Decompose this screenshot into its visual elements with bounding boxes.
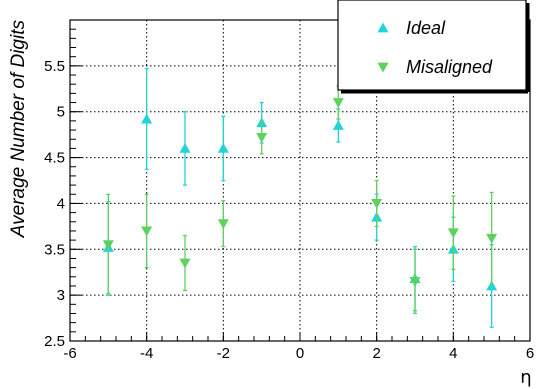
x-tick-label: 0 — [296, 345, 304, 362]
data-point — [256, 132, 268, 143]
legend: Ideal Misaligned — [337, 0, 530, 94]
axis-ticks — [69, 19, 531, 342]
data-point — [179, 258, 191, 269]
data-point — [179, 142, 191, 153]
data-point — [217, 142, 229, 153]
data-point — [141, 113, 153, 124]
tick-labels: -6 -4 -2 0 2 4 6 2.5 3 3.5 4 4.5 5 5.5 — [44, 58, 534, 362]
data-point — [332, 119, 344, 130]
y-tick-label: 2.5 — [44, 333, 65, 350]
series-layer — [102, 67, 498, 328]
x-tick-label: 4 — [449, 345, 457, 362]
x-tick-label: -2 — [217, 345, 230, 362]
y-tick-label: 5.5 — [44, 58, 65, 75]
x-axis-title: η — [520, 367, 531, 388]
x-tick-label: -4 — [140, 345, 153, 362]
y-tick-label: 5 — [57, 104, 65, 121]
data-point — [141, 226, 153, 237]
data-point — [486, 233, 498, 244]
legend-label-ideal: Ideal — [406, 18, 446, 38]
data-point — [371, 199, 383, 209]
y-tick-label: 4 — [57, 195, 65, 212]
y-tick-label: 3.5 — [44, 241, 65, 258]
legend-marker-misaligned — [377, 62, 389, 73]
x-tick-label: 2 — [372, 345, 380, 362]
x-tick-label: -6 — [63, 345, 76, 362]
data-point — [409, 276, 421, 287]
data-point — [332, 98, 344, 109]
x-tick-label: 6 — [526, 345, 534, 362]
y-tick-label: 4.5 — [44, 150, 65, 167]
y-tick-label: 3 — [57, 287, 65, 304]
series-misaligned — [102, 85, 498, 315]
data-point — [102, 240, 114, 251]
legend-box — [337, 0, 527, 91]
y-axis-title: Average Number of Digits — [8, 20, 29, 239]
legend-marker-ideal — [377, 22, 389, 33]
data-point — [447, 228, 459, 239]
legend-label-misaligned: Misaligned — [406, 57, 493, 77]
data-point — [217, 219, 229, 230]
data-point — [486, 280, 498, 291]
